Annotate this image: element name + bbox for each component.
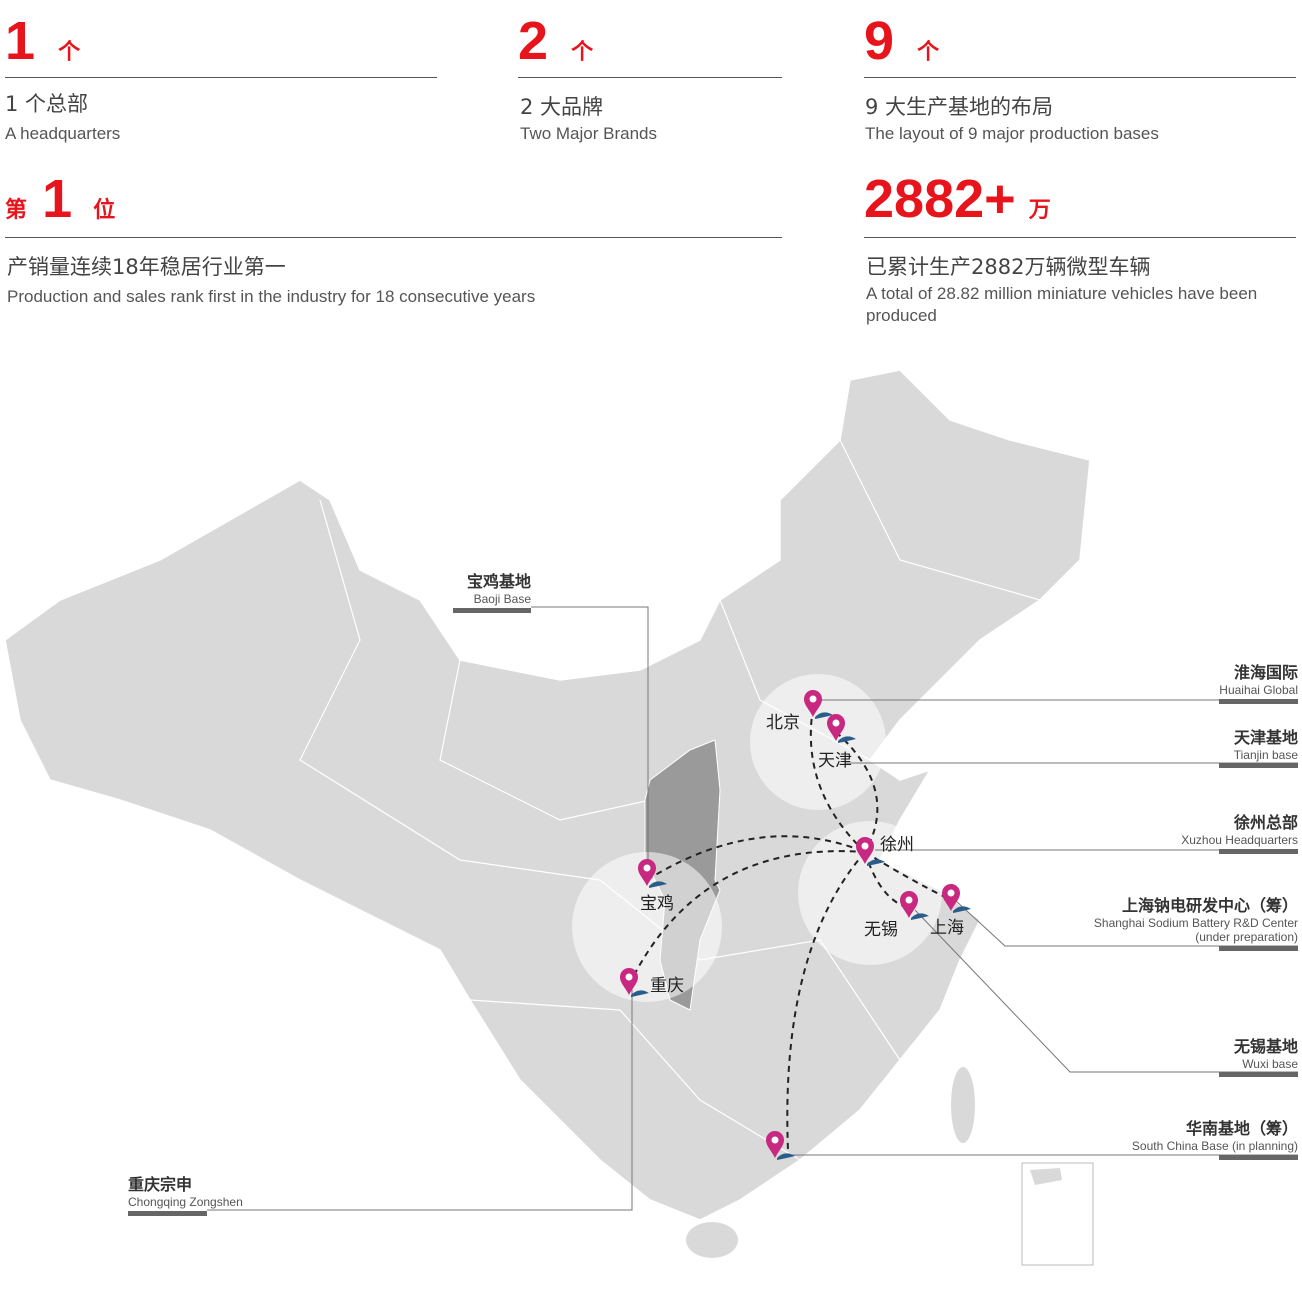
pin-dot <box>905 896 913 904</box>
label-en: South China Base (in planning) <box>1131 1139 1298 1153</box>
pin-dot <box>861 842 869 850</box>
wave-icon <box>631 990 649 997</box>
stat-rank: 第 1 位 <box>5 172 115 226</box>
stat-headquarters: 1 个 <box>5 14 80 68</box>
stat-number: 2882+ <box>864 169 1016 229</box>
pin-dot <box>643 864 651 872</box>
label-cn: 徐州总部 <box>1233 813 1298 832</box>
stat-number: 2 <box>518 11 549 71</box>
label-bars <box>128 608 1298 1216</box>
label-cn: 上海钠电研发中心（筹） <box>1121 896 1298 915</box>
label-en: Tianjin base <box>1233 748 1298 762</box>
stat-cn: 已累计生产2882万辆微型车辆 <box>866 255 1151 279</box>
pin-dot <box>947 889 955 897</box>
label-cn: 无锡基地 <box>1233 1037 1298 1056</box>
label-en: Baoji Base <box>473 592 531 606</box>
stat-unit: 个 <box>571 40 594 65</box>
stat-unit: 个 <box>58 40 81 65</box>
pin-dot <box>625 973 633 981</box>
stat-en: The layout of 9 major production bases <box>865 124 1159 143</box>
location-pin-icon[interactable] <box>804 690 822 717</box>
label-chongqing: 重庆宗申 Chongqing Zongshen <box>128 1171 243 1209</box>
label-cn: 天津基地 <box>1233 728 1298 747</box>
label-en: Chongqing Zongshen <box>128 1195 243 1209</box>
label-en: Shanghai Sodium Battery R&D Center <box>1093 916 1298 930</box>
pin-dot <box>809 695 817 703</box>
location-pin-icon[interactable] <box>942 884 960 911</box>
stat-unit: 个 <box>917 40 940 65</box>
label-xuzhou: 徐州总部 Xuzhou Headquarters <box>1181 809 1298 847</box>
city-baoji: 宝鸡 <box>640 894 674 914</box>
label-wuxi: 无锡基地 Wuxi base <box>1234 1033 1298 1071</box>
label-en: Huaihai Global <box>1219 683 1298 697</box>
china-landmass <box>4 369 1091 1221</box>
divider <box>5 77 437 78</box>
stat-cn: 9 大生产基地的布局 <box>865 95 1054 119</box>
location-pin-icon[interactable] <box>900 891 918 918</box>
divider <box>864 237 1296 238</box>
stat-en: Production and sales rank first in the i… <box>7 287 536 306</box>
label-en: (under preparation) <box>1195 930 1298 945</box>
stat-production: 2882+ 万 <box>864 172 1051 226</box>
wave-icon <box>777 1153 795 1160</box>
taiwan <box>951 1067 975 1143</box>
stat-bases: 9 个 <box>864 14 939 68</box>
stat-brands: 2 个 <box>518 14 593 68</box>
city-tianjin: 天津 <box>818 751 852 771</box>
city-wuxi: 无锡 <box>864 920 898 940</box>
location-pin-icon[interactable] <box>620 968 638 995</box>
wave-icon <box>649 881 667 888</box>
city-beijing: 北京 <box>766 713 800 733</box>
stat-number: 9 <box>864 11 895 71</box>
wave-icon <box>867 859 885 866</box>
stat-unit: 万 <box>1028 198 1051 223</box>
label-en: Wuxi base <box>1242 1057 1298 1071</box>
city-xuzhou: 徐州 <box>880 835 914 855</box>
location-pin-icon[interactable] <box>856 837 874 864</box>
location-pin-icon[interactable] <box>638 859 656 886</box>
wave-icon <box>815 712 833 719</box>
label-tianjin: 天津基地 Tianjin base <box>1234 724 1298 762</box>
stat-cn: 2 大品牌 <box>520 95 604 119</box>
location-pin-icon[interactable] <box>766 1131 784 1158</box>
location-pin-icon[interactable] <box>827 714 845 741</box>
wave-icon <box>838 736 856 743</box>
divider <box>518 77 782 78</box>
stat-en: A total of 28.82 million miniature vehic… <box>866 284 1258 325</box>
divider <box>5 237 782 238</box>
stat-number: 1 <box>42 169 73 229</box>
stat-prefix: 第 <box>5 198 28 223</box>
pin-dot <box>832 719 840 727</box>
label-shanghai: 上海钠电研发中心（筹） Shanghai Sodium Battery R&D … <box>1094 892 1298 945</box>
province-borders <box>299 439 1041 1161</box>
label-baoji: 宝鸡基地 Baoji Base <box>453 568 531 606</box>
pin-dot <box>771 1136 779 1144</box>
city-shanghai: 上海 <box>930 918 964 938</box>
label-huaihai: 淮海国际 Huaihai Global <box>1219 659 1298 697</box>
stat-cn: 产销量连续18年稳居行业第一 <box>7 255 286 279</box>
label-cn: 宝鸡基地 <box>466 572 531 591</box>
wave-icon <box>911 913 929 920</box>
city-chongqing: 重庆 <box>650 976 684 996</box>
region-circles <box>572 674 942 1002</box>
stat-cn: 1 个总部 <box>5 92 89 116</box>
label-south-china: 华南基地（筹） South China Base (in planning) <box>1132 1115 1298 1153</box>
label-cn: 华南基地（筹） <box>1185 1119 1298 1138</box>
stat-number: 1 <box>5 11 36 71</box>
hainan <box>686 1222 738 1258</box>
stat-en: A headquarters <box>5 124 121 143</box>
stat-en: Two Major Brands <box>520 124 657 143</box>
label-cn: 淮海国际 <box>1233 663 1298 682</box>
label-en: Xuzhou Headquarters <box>1181 833 1298 847</box>
stat-unit: 位 <box>93 198 116 223</box>
label-cn: 重庆宗申 <box>128 1175 193 1194</box>
wave-icon <box>953 906 971 913</box>
divider <box>864 77 1296 78</box>
